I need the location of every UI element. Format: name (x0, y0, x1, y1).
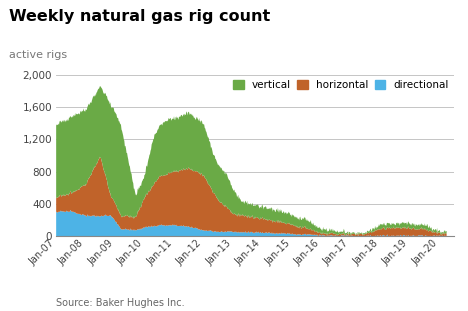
Legend: vertical, horizontal, directional: vertical, horizontal, directional (233, 80, 449, 90)
Text: Source: Baker Hughes Inc.: Source: Baker Hughes Inc. (56, 298, 185, 308)
Text: active rigs: active rigs (9, 50, 67, 60)
Text: Weekly natural gas rig count: Weekly natural gas rig count (9, 9, 271, 24)
